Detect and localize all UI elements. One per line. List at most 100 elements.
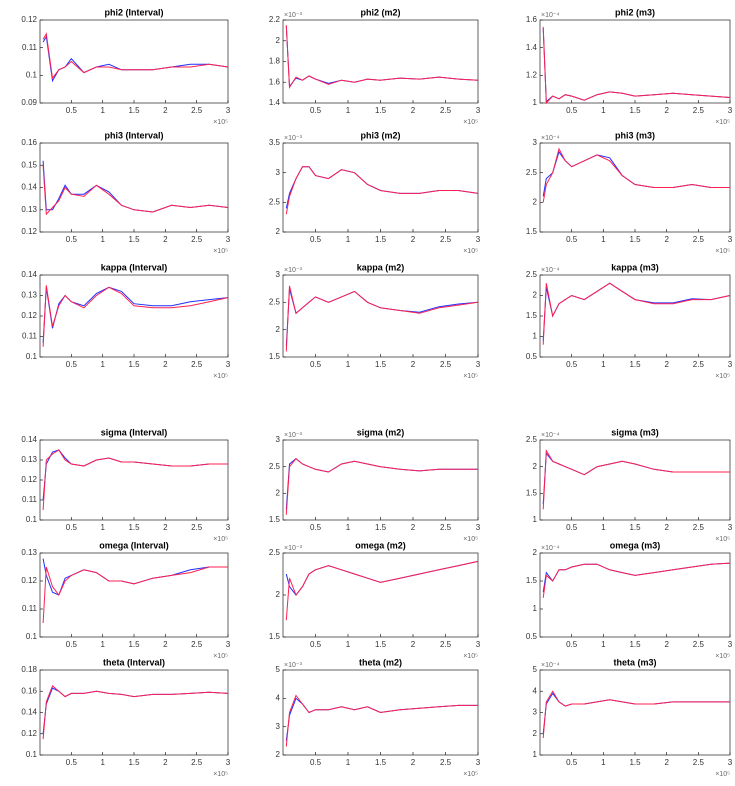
x-tick-label: 1.5 [128, 523, 140, 532]
x-tick-label: 1 [601, 640, 606, 649]
chart-title: theta (Interval) [103, 657, 165, 667]
x-tick-label: 3 [728, 235, 733, 244]
chart-title: omega (m2) [355, 540, 406, 550]
plot-frame [540, 143, 730, 232]
y-tick-label: 0.1 [26, 515, 38, 524]
series-line [543, 28, 730, 101]
chart-title: omega (m3) [610, 540, 661, 550]
y-tick-label: 0.15 [21, 160, 37, 169]
y-tick-label: 3 [276, 722, 281, 731]
y-tick-label: 0.11 [22, 604, 38, 613]
x-multiplier: ×10⁵ [463, 119, 478, 126]
x-tick-label: 3 [226, 106, 231, 115]
y-tick-label: 3 [276, 435, 281, 444]
y-tick-label: 0.11 [22, 332, 38, 341]
y-tick-label: 0.12 [21, 311, 37, 320]
y-tick-label: 0.12 [21, 576, 37, 585]
x-multiplier: ×10⁵ [715, 771, 730, 778]
x-multiplier: ×10⁵ [715, 373, 730, 380]
x-tick-label: 2 [163, 235, 168, 244]
series-line [43, 686, 228, 739]
x-multiplier: ×10⁵ [463, 536, 478, 543]
plot-frame [540, 670, 730, 755]
series-line [43, 165, 228, 214]
x-tick-label: 3 [476, 758, 481, 767]
x-tick-label: 0.5 [310, 523, 322, 532]
series-line [543, 283, 730, 345]
chart-title: phi3 (m3) [615, 130, 655, 140]
y-tick-label: 0.16 [21, 138, 37, 147]
y-tick-label: 1 [533, 750, 538, 759]
plot-frame [40, 20, 228, 103]
y-tick-label: 0.5 [526, 352, 538, 361]
x-tick-label: 0.5 [66, 106, 78, 115]
x-tick-label: 2 [411, 758, 416, 767]
x-tick-label: 1 [346, 360, 351, 369]
x-tick-label: 1.5 [629, 523, 641, 532]
x-tick-label: 2 [163, 758, 168, 767]
series-line [286, 561, 478, 620]
x-tick-label: 1.5 [375, 758, 387, 767]
series-line [543, 149, 730, 202]
x-tick-label: 1.5 [375, 235, 387, 244]
x-tick-label: 3 [476, 106, 481, 115]
series-line [43, 450, 228, 510]
series-line [43, 37, 228, 81]
plot-frame [283, 20, 478, 103]
y-tick-label: 2.2 [269, 15, 281, 24]
y-tick-label: 1.2 [526, 70, 538, 79]
y-tick-label: 2 [533, 548, 538, 557]
y-tick-label: 0.13 [21, 548, 37, 557]
x-tick-label: 1.5 [629, 360, 641, 369]
y-tick-label: 1 [533, 604, 538, 613]
x-tick-label: 1 [100, 106, 105, 115]
x-tick-label: 2.5 [693, 758, 705, 767]
y-tick-label: 0.14 [21, 183, 37, 192]
x-tick-label: 1.5 [375, 360, 387, 369]
y-tick-label: 1.5 [269, 352, 281, 361]
series-line [543, 283, 730, 340]
x-tick-label: 0.5 [66, 360, 78, 369]
chart-title: phi3 (Interval) [104, 130, 163, 140]
x-multiplier: ×10⁵ [213, 373, 228, 380]
x-tick-label: 3 [728, 106, 733, 115]
chart-title: kappa (m3) [611, 262, 659, 272]
y-tick-label: 1.5 [526, 576, 538, 585]
x-multiplier: ×10⁵ [463, 653, 478, 660]
x-multiplier: ×10⁵ [715, 536, 730, 543]
y-tick-label: 0.11 [22, 43, 38, 52]
x-multiplier: ×10⁵ [213, 771, 228, 778]
x-tick-label: 2 [411, 106, 416, 115]
y-tick-label: 2 [533, 291, 538, 300]
series-line [286, 167, 478, 215]
x-multiplier: ×10⁵ [463, 771, 478, 778]
y-tick-label: 0.1 [26, 352, 38, 361]
x-tick-label: 2 [664, 106, 669, 115]
y-tick-label: 0.5 [526, 632, 538, 641]
x-tick-label: 1 [100, 360, 105, 369]
y-tick-label: 1.5 [269, 632, 281, 641]
x-tick-label: 2 [664, 640, 669, 649]
series-line [286, 698, 478, 741]
y-tick-label: 1.8 [269, 57, 281, 66]
series-line [543, 453, 730, 504]
chart-title: phi2 (m3) [615, 7, 655, 17]
series-line [543, 451, 730, 510]
x-tick-label: 1.5 [128, 235, 140, 244]
x-tick-label: 3 [226, 758, 231, 767]
y-tick-label: 2 [276, 227, 281, 236]
series-line [543, 152, 730, 197]
y-tick-label: 2 [533, 197, 538, 206]
y-tick-label: 1.6 [269, 77, 281, 86]
y-tick-label: 1.5 [526, 227, 538, 236]
series-line [43, 161, 228, 212]
y-tick-label: 2.5 [269, 297, 281, 306]
chart-title: kappa (Interval) [101, 262, 168, 272]
x-tick-label: 0.5 [566, 758, 578, 767]
x-tick-label: 2.5 [440, 758, 452, 767]
x-tick-label: 1.5 [128, 360, 140, 369]
series-line [43, 567, 228, 623]
series-line [286, 26, 478, 86]
y-tick-label: 2 [533, 729, 538, 738]
plot-frame [40, 440, 228, 520]
